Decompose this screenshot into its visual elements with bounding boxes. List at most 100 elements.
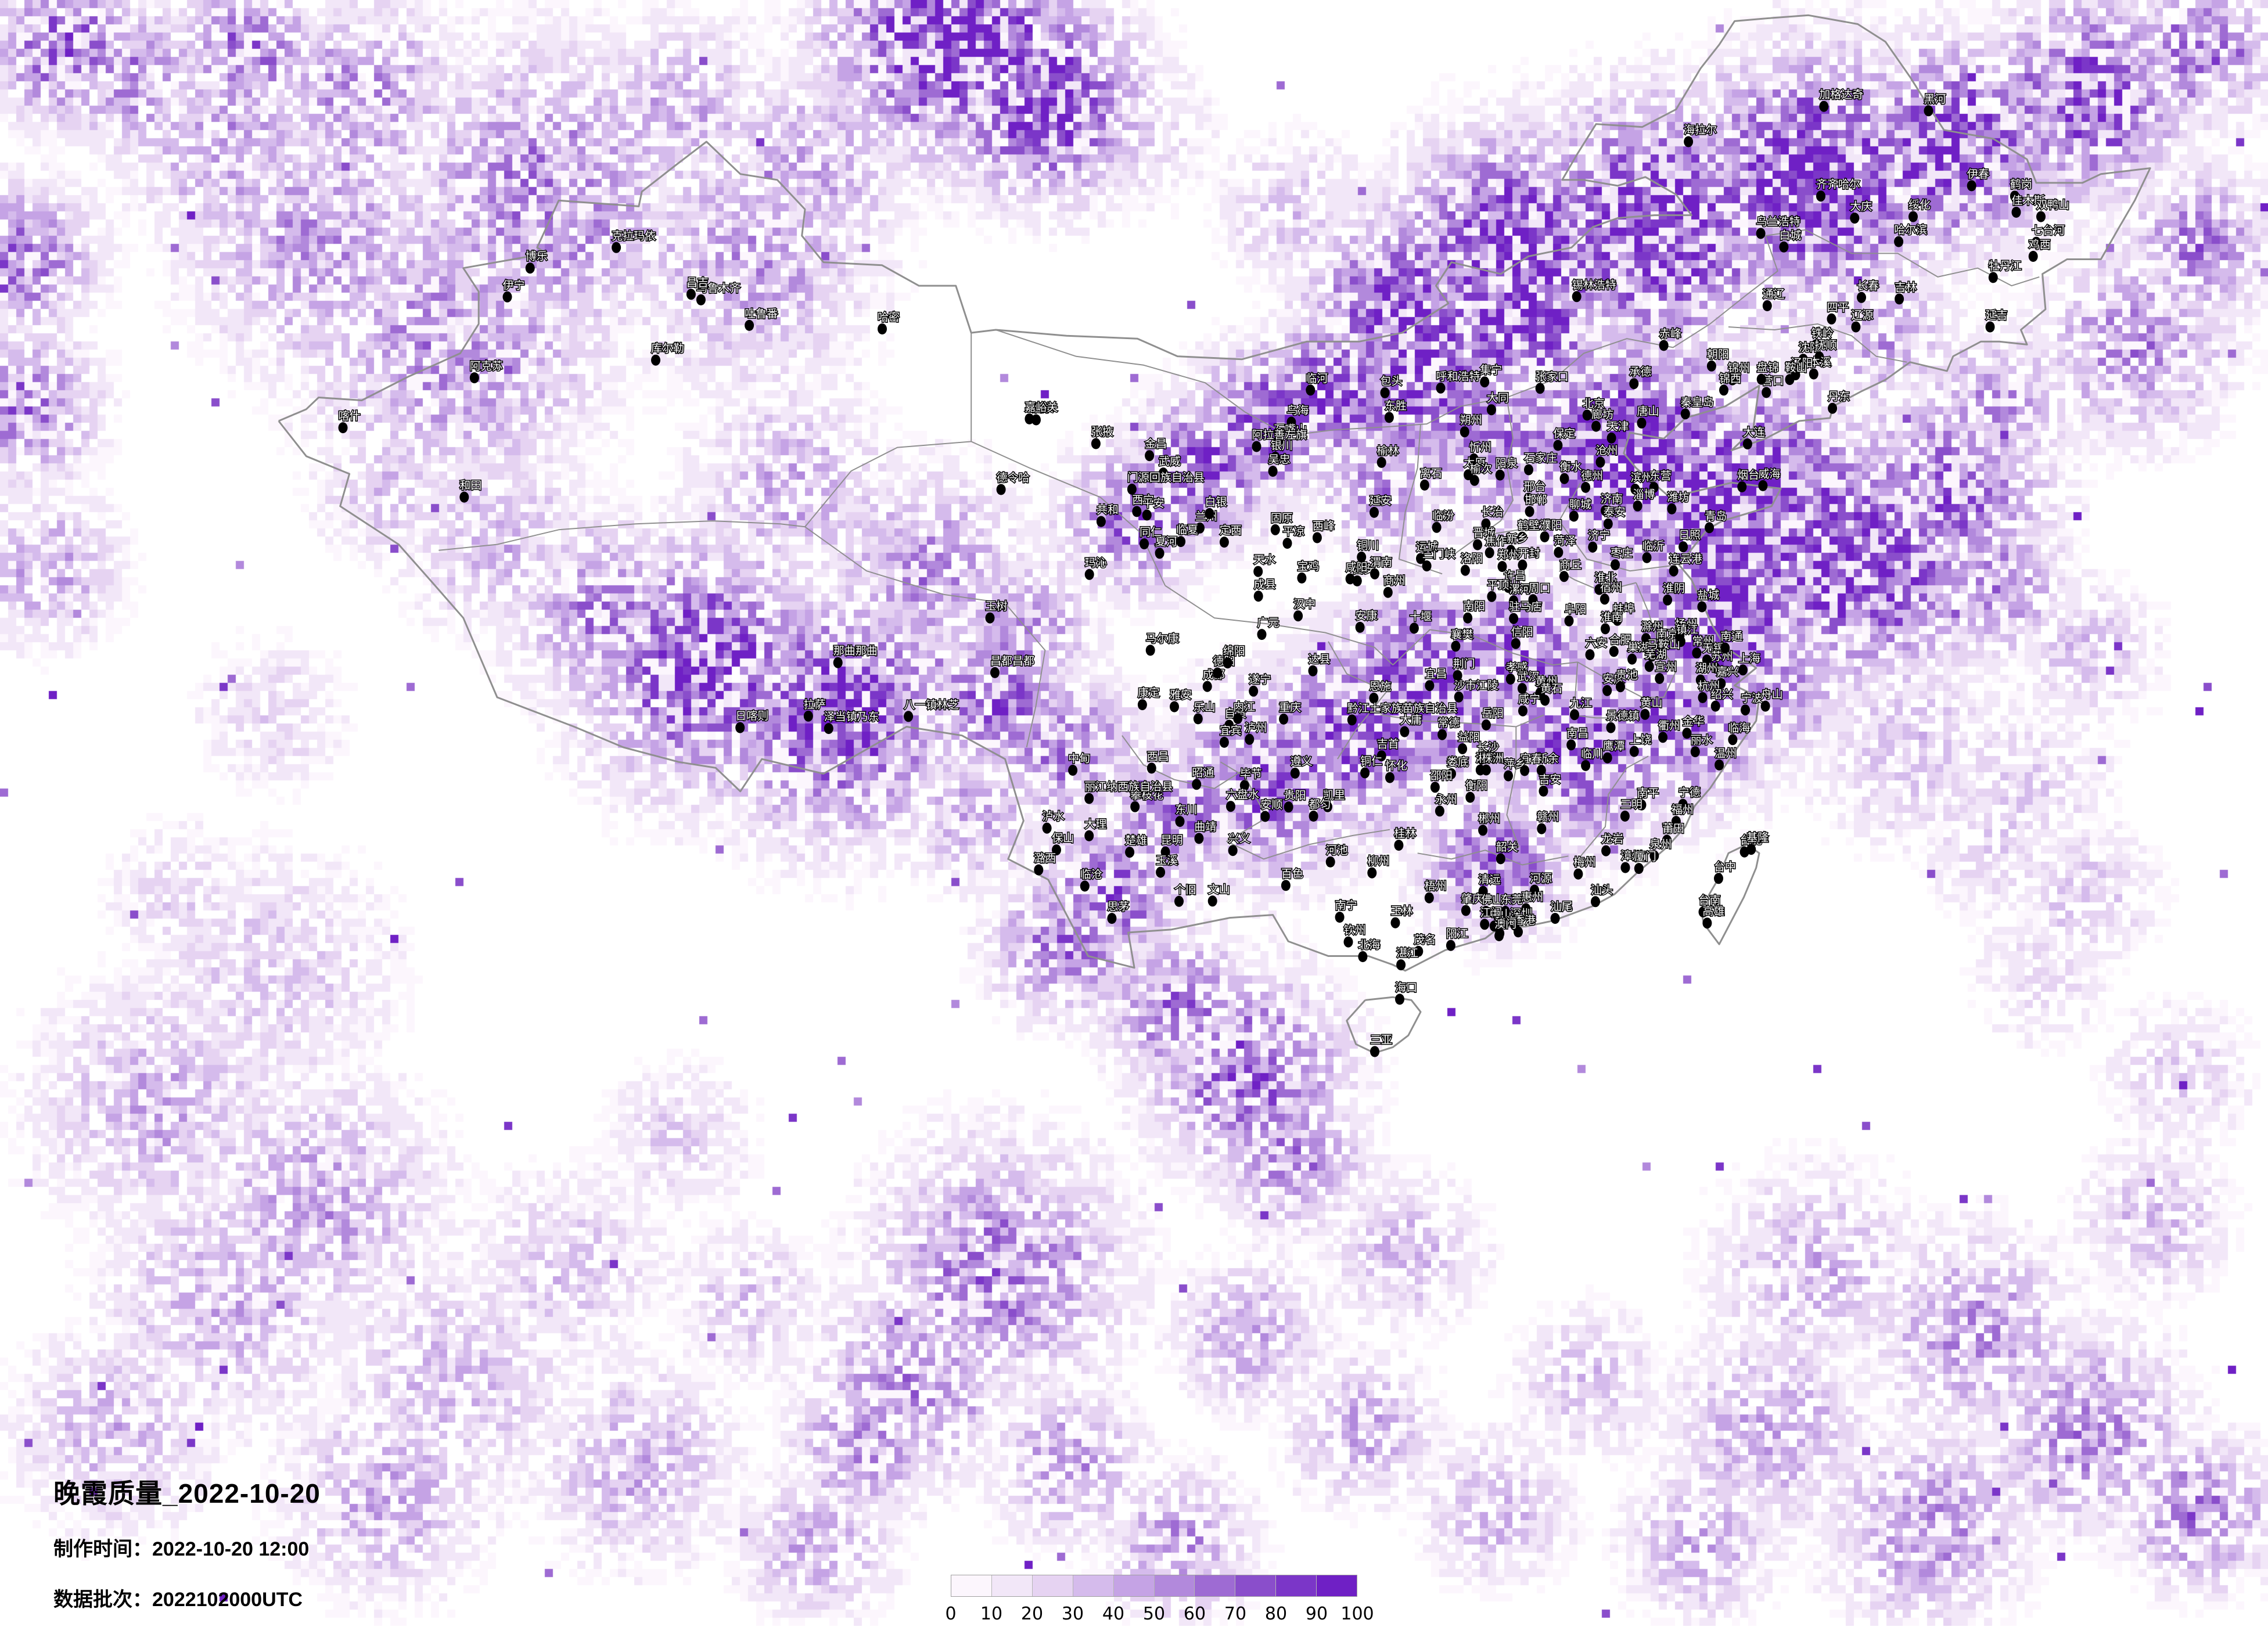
- city-station: 河源: [1529, 872, 1553, 896]
- city-label: 日照: [1678, 530, 1701, 542]
- internal-border: [1328, 641, 1388, 759]
- city-dot: [1155, 548, 1164, 559]
- city-dot: [1370, 568, 1379, 579]
- city-station: 邵阳: [1429, 768, 1453, 793]
- city-dot: [1202, 681, 1212, 692]
- city-label: 克拉玛依: [612, 229, 656, 242]
- city-dot: [1352, 575, 1362, 586]
- colorbar-tick-label: 80: [1264, 1604, 1288, 1624]
- city-label: 滨州: [1630, 471, 1652, 484]
- city-label: 厦门: [1634, 851, 1656, 863]
- city-label: 河源: [1530, 872, 1552, 885]
- city-station: 咸宁: [1518, 692, 1541, 717]
- city-station: 合肥: [1608, 632, 1632, 657]
- city-label: 乌鲁木齐: [696, 282, 741, 294]
- city-label: 濮阳: [1540, 519, 1562, 532]
- city-station: 朝阳: [1706, 347, 1730, 372]
- city-dot: [1380, 387, 1390, 398]
- city-dot: [1523, 492, 1533, 504]
- city-label: 阿拉善左旗: [1252, 429, 1307, 441]
- city-label: 银川: [1271, 439, 1293, 452]
- city-dot: [1819, 100, 1829, 112]
- city-dot: [1702, 917, 1712, 929]
- city-label: 门源回族自治县: [1127, 471, 1205, 484]
- city-station: 许昌: [1503, 568, 1527, 593]
- city-dot: [1671, 816, 1681, 827]
- city-dot: [1465, 791, 1475, 803]
- city-dot: [985, 612, 995, 624]
- city-station: 文山: [1207, 882, 1231, 907]
- city-dot: [1494, 930, 1504, 941]
- map-title: 晚霞质量_2022-10-20: [53, 1478, 321, 1509]
- city-label: 内江: [1233, 700, 1255, 713]
- city-label: 漳州: [1621, 850, 1643, 862]
- city-station: 桂林: [1393, 826, 1417, 851]
- city-dot: [1207, 895, 1217, 907]
- city-label: 娄底: [1447, 756, 1469, 769]
- city-label: 广元: [1257, 617, 1279, 629]
- city-dot: [651, 354, 660, 366]
- city-label: 巢湖: [1627, 641, 1649, 654]
- city-dot: [1581, 759, 1591, 771]
- city-station: 淮阴: [1662, 581, 1686, 606]
- city-station: 榆林: [1376, 444, 1400, 468]
- city-station: 秦皇岛: [1680, 395, 1715, 420]
- city-station: 南昌: [1566, 726, 1590, 751]
- city-station: 盐城: [1696, 588, 1720, 613]
- city-dot: [1481, 518, 1491, 530]
- city-label: 周口: [1529, 582, 1551, 595]
- colorbar-tick-label: 20: [1020, 1604, 1044, 1624]
- city-dot: [1611, 559, 1620, 571]
- city-station: 黑河: [1923, 92, 1947, 117]
- city-station: 临沂: [1641, 539, 1665, 563]
- city-label: 嘉兴: [1716, 665, 1738, 678]
- city-label: 焦作: [1485, 535, 1507, 548]
- city-dot: [1052, 844, 1061, 856]
- city-dot: [2032, 236, 2041, 248]
- city-label: 玛沁: [1085, 556, 1107, 569]
- city-station: 常德: [1437, 716, 1461, 740]
- city-dot: [1649, 850, 1659, 862]
- city-station: 玉林: [1390, 904, 1414, 928]
- city-dot: [1469, 474, 1479, 486]
- city-station: 聊城: [1568, 498, 1592, 522]
- city-station: 扬州: [1674, 617, 1698, 642]
- city-station: 济宁: [1587, 528, 1611, 553]
- city-label: 夏河: [1155, 535, 1177, 548]
- city-label: 保定: [1553, 427, 1575, 440]
- city-label: 同仁: [1140, 526, 1162, 539]
- city-label: 泸州: [1245, 721, 1267, 734]
- city-label: 盘锦: [1757, 361, 1779, 374]
- city-station: 夏河: [1154, 534, 1178, 559]
- city-label: 博乐: [526, 250, 548, 263]
- city-station: 长治: [1480, 505, 1504, 530]
- city-label: 深圳: [1510, 907, 1532, 920]
- city-station: 渭南: [1370, 555, 1393, 579]
- city-station: 泸水: [1041, 809, 1065, 834]
- city-station: 个旧: [1174, 883, 1198, 907]
- city-dot: [1192, 779, 1202, 790]
- city-dot: [1659, 340, 1669, 351]
- city-station: 本溪: [1808, 355, 1832, 380]
- city-station: 湛江: [1396, 946, 1419, 971]
- city-dot: [1480, 919, 1490, 930]
- colorbar-swatches: [951, 1575, 1357, 1597]
- city-label: 龙岩: [1601, 833, 1623, 845]
- city-station: 黄石: [1540, 682, 1563, 706]
- city-dot: [1811, 339, 1821, 351]
- city-label: 梅州: [1573, 856, 1595, 869]
- city-station: 邯郸: [1524, 492, 1548, 517]
- internal-border: [1558, 520, 1677, 572]
- city-label: 衡阳: [1465, 779, 1487, 792]
- city-station: 伊宁: [502, 278, 526, 303]
- city-station: 德州: [1580, 469, 1604, 493]
- city-dot: [1432, 521, 1442, 533]
- city-station: 赤峰: [1658, 326, 1682, 351]
- city-dot: [1676, 636, 1685, 647]
- city-label: 吉首: [1377, 738, 1399, 751]
- city-label: 淮南: [1601, 611, 1623, 624]
- city-dot: [1480, 376, 1490, 388]
- city-station: 昭通: [1191, 765, 1215, 790]
- internal-border: [1398, 424, 1443, 575]
- city-dot: [1851, 321, 1861, 333]
